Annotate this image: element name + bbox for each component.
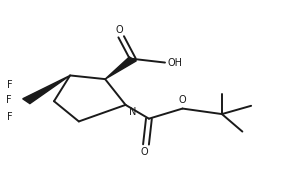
Text: N: N <box>129 107 136 117</box>
Polygon shape <box>105 57 136 79</box>
Text: O: O <box>179 95 186 105</box>
Text: OH: OH <box>167 58 182 68</box>
Text: F: F <box>6 95 12 105</box>
Text: O: O <box>116 25 124 35</box>
Text: O: O <box>141 147 148 157</box>
Text: F: F <box>7 112 13 122</box>
Text: F: F <box>7 80 13 90</box>
Polygon shape <box>23 75 70 104</box>
